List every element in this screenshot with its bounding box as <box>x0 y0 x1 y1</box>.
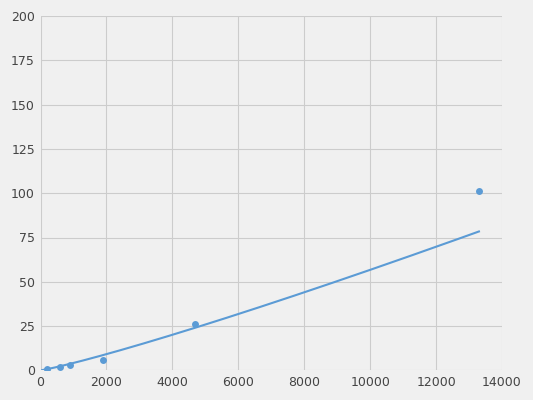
Point <box>191 321 200 328</box>
Point <box>56 364 64 370</box>
Point <box>99 356 108 363</box>
Point <box>66 362 75 368</box>
Point <box>475 188 483 195</box>
Point <box>43 365 51 372</box>
